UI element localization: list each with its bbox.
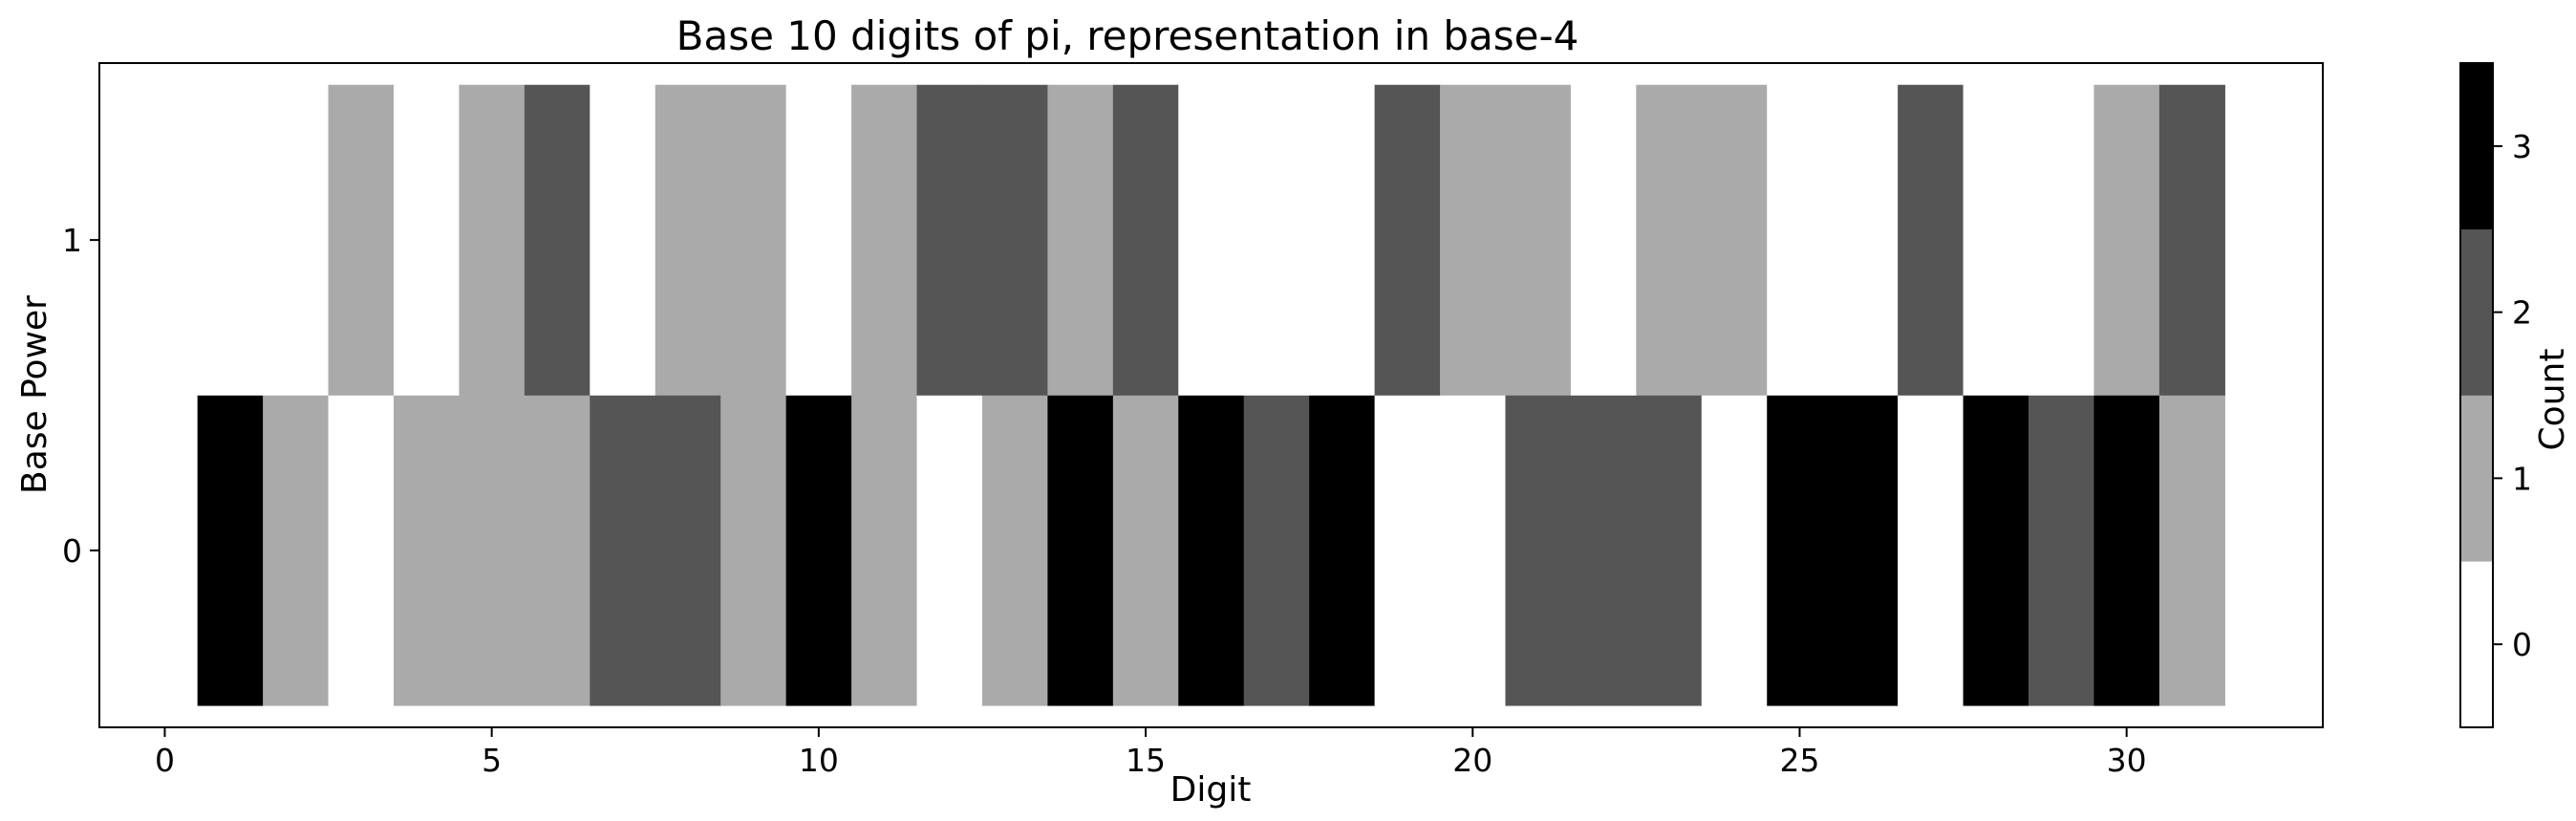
heatmap-cell [1374,84,1441,396]
heatmap-cell [590,84,656,396]
heatmap-cell [1832,84,1899,396]
heatmap-cell [916,84,983,396]
heatmap-cell [459,395,526,706]
x-tick-label: 20 [1452,742,1492,779]
heatmap-cell [1898,395,1964,706]
x-axis-ticks: 0 5 10 15 20 25 30 [155,727,2147,779]
heatmap-cell [524,395,590,706]
heatmap-cell [785,84,852,396]
heatmap-cell [720,395,787,706]
y-tick-label: 1 [62,222,82,259]
heatmap-cell [1243,395,1310,706]
heatmap-cell [1309,84,1376,396]
heatmap-cell [393,84,461,396]
heatmap-cell [1178,395,1245,706]
heatmap-cell [2158,395,2225,706]
x-tick-label: 0 [155,742,175,779]
y-axis-label: Base Power [15,295,54,494]
heatmap-cell [2158,84,2225,396]
heatmap-cell [785,395,852,706]
colorbar-tick-label: 1 [2512,460,2532,497]
heatmap-cell [1178,84,1245,396]
heatmap-cell [197,84,264,396]
heatmap-cell [1767,395,1834,706]
chart-title: Base 10 digits of pi, representation in … [676,12,1579,59]
heatmap-cells [197,84,2225,706]
heatmap-cell [1636,84,1703,396]
heatmap-cell [2093,84,2160,396]
colorbar-tick-label: 3 [2512,128,2532,165]
heatmap-cell [720,84,787,396]
colorbar-segment [2460,561,2493,728]
colorbar-label: Count [2533,349,2572,451]
heatmap-cell [851,395,918,706]
heatmap-cell [1701,395,1768,706]
heatmap-cell [328,84,395,396]
heatmap-cell [263,84,330,396]
colorbar-segment [2460,228,2493,396]
heatmap-cell [328,395,395,706]
heatmap-cell [524,84,590,396]
heatmap-cell [1963,395,2029,706]
heatmap-cell [2029,84,2095,396]
heatmap-cell [1898,84,1964,396]
heatmap-cell [981,84,1048,396]
x-tick-label: 5 [482,742,502,779]
heatmap-cell [1374,395,1441,706]
colorbar-segment [2460,63,2493,230]
heatmap-cell [655,395,721,706]
heatmap-cell [1047,395,1114,706]
plot-frame [98,62,2324,728]
heatmap-cell [1440,84,1507,396]
heatmap-cell [916,395,983,706]
colorbar-segment [2460,395,2493,562]
heatmap-cell [1832,395,1899,706]
heatmap-cell [1570,395,1637,706]
colorbar-tick-label: 0 [2512,626,2532,663]
x-tick-label: 10 [799,742,839,779]
heatmap-cell [263,395,330,706]
x-tick-label: 30 [2107,742,2147,779]
heatmap-cell [1112,84,1179,396]
heatmap-cell [1570,84,1637,396]
x-tick-label: 25 [1779,742,1819,779]
heatmap-cell [981,395,1048,706]
colorbar: 0 1 2 3 [2459,62,2532,728]
x-tick-label: 15 [1126,742,1166,779]
heatmap-cell [2093,395,2160,706]
y-tick-label: 0 [62,532,82,570]
colorbar-frame [2459,62,2494,728]
heatmap-cell [1309,395,1376,706]
heatmap-cell [1636,395,1703,706]
heatmap-cell [655,84,721,396]
heatmap-cell [590,395,656,706]
heatmap-cell [393,395,461,706]
heatmap-cell [1440,395,1507,706]
heatmap-cell [1047,84,1114,396]
heatmap-cell [1963,84,2029,396]
heatmap-cell [1243,84,1310,396]
heatmap-cell [851,84,918,396]
heatmap-cell [197,395,264,706]
heatmap-cell [1767,84,1834,396]
heatmap-cell [1701,84,1768,396]
heatmap-cell [1112,395,1179,706]
y-axis-ticks: 01 [62,222,99,570]
heatmap-cell [1505,395,1572,706]
colorbar-tick-label: 2 [2512,294,2532,332]
heatmap-cell [1505,84,1572,396]
heatmap-cell [459,84,526,396]
x-axis-label: Digit [1170,770,1252,810]
heatmap-cell [2029,395,2095,706]
